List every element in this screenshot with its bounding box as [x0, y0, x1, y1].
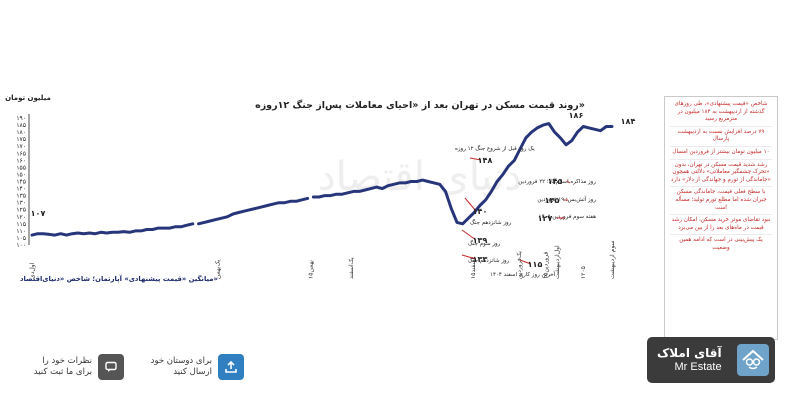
note-item: ۷۹ درصد افزایش نسبت به اردیبهشت پارسال [670, 129, 772, 147]
callout-arrow [461, 229, 477, 241]
callout-value: ۱۴۰ [473, 207, 488, 216]
comment-label-1: نظرات خود را [42, 356, 92, 366]
y-tick-label: ۱۳۵ [16, 193, 26, 200]
callout-arrow [566, 180, 571, 184]
y-tick-label: ۱۶۵ [16, 150, 26, 157]
callout-arrow [461, 254, 477, 260]
comment-icon [98, 354, 124, 380]
note-item: یک پیش‌بینی در است که ادامه همین وضعیت [679, 237, 763, 251]
note-item: شاخص «قیمت پیشنهادی»، طی روزهای گذشته از… [670, 101, 772, 127]
callout-label: هفته سوم فروردین ۱۴۰۵ [539, 214, 596, 220]
y-tick-label: ۱۴۰ [16, 186, 26, 193]
callout-value: ۱۳۹ [473, 236, 488, 245]
comment-button[interactable]: نظرات خود را برای ما ثبت کنید [30, 354, 124, 380]
x-tick-label: ۱۵فروردین [542, 252, 549, 279]
callout-value: ۱۲۷ [538, 214, 553, 223]
series-line [30, 122, 614, 237]
y-axis-label: میلیون تومان [5, 94, 51, 102]
brand-name-fa: آقای املاک [657, 346, 722, 360]
x-tick-label: اول‌دی [29, 262, 36, 279]
x-tick-label: اول‌اردیبهشت [554, 245, 561, 279]
comment-label-2: برای ما ثبت کنید [33, 367, 92, 377]
x-tick-label: یک‌فروردین [516, 251, 523, 279]
y-tick-label: ۱۰۵ [16, 235, 26, 242]
callout-arrow [469, 157, 482, 161]
chart-source: میانگین «قیمت پیشنهادی» آپارتمان؛ شاخص «… [20, 274, 218, 283]
callout-arrow [464, 197, 477, 212]
callout-label: آخرین روز کاری اسفند ۱۴۰۴ [490, 271, 556, 278]
y-tick-label: ۱۹۰ [16, 115, 26, 122]
x-tick-label: ۱۵اسفند [470, 258, 477, 279]
notes-panel: شاخص «قیمت پیشنهادی»، طی روزهای گذشته از… [664, 96, 778, 340]
callout-label: یک روز قبل از شروع جنگ ۱۲ روزه [455, 145, 535, 152]
y-tick-label: ۱۸۵ [16, 122, 26, 129]
y-tick-label: ۱۵۵ [16, 164, 26, 171]
callout-value: ۱۰۷ [31, 209, 46, 218]
callout-value: ۱۳۵ [545, 196, 560, 205]
y-tick-label: ۱۴۵ [16, 179, 26, 186]
price-trend-chart: دنیای اقتصاد روند قیمت مسکن در تهران بعد… [5, 94, 636, 283]
y-tick-label: ۱۱۵ [16, 221, 26, 228]
x-tick-label: یک‌بهمن [215, 259, 222, 279]
x-tick-label: یک‌اسفند [348, 257, 355, 279]
share-icon [218, 354, 244, 380]
note-item: نبود تقاضای موثر خرید مسکن، امکان رشد قی… [670, 217, 772, 236]
callout-value: ۱۴۸ [478, 156, 493, 165]
callout-value: ۱۸۴ [621, 117, 636, 126]
callout-label: روز شانزدهم جنگ [470, 219, 512, 226]
y-tick-label: ۱۰۰ [16, 242, 26, 249]
y-tick-label: ۱۳۰ [16, 200, 26, 207]
y-tick-label: ۱۲۰ [16, 214, 26, 221]
y-tick-label: ۱۲۵ [16, 207, 26, 214]
y-tick-label: ۱۷۵ [16, 136, 26, 143]
callout-value: ۱۱۵ [528, 260, 543, 269]
y-tick-label: ۱۶۰ [16, 157, 26, 164]
x-tick-label: ۱۵بهمن [307, 260, 314, 279]
y-tick-label: ۱۷۰ [16, 143, 26, 150]
brand-name-en: Mr Estate [674, 361, 722, 373]
share-label-1: برای دوستان خود [150, 356, 212, 366]
x-tick-label: ۱۲۰۵ [580, 266, 587, 279]
callout-arrow [519, 259, 532, 265]
note-item: رشد شدید قیمت مسکن در تهران، بدون «تحرک … [670, 162, 772, 188]
callout-value: ۱۸۶ [569, 111, 584, 120]
note-item: با سطح فعلی قیمت، جاماندگی مسکن جبران شد… [670, 189, 772, 216]
share-label-2: ارسال کنید [173, 367, 212, 377]
share-button[interactable]: برای دوستان خود ارسال کنید [150, 354, 244, 380]
x-tick-label: سوم اردیبهشت [609, 241, 616, 279]
brand-logo-box[interactable]: آقای املاک Mr Estate [647, 337, 775, 383]
callout-value: ۱۳۳ [473, 255, 488, 264]
chart-title: روند قیمت مسکن در تهران بعد از «احیای مع… [255, 99, 585, 111]
callout-value: ۱۴۵ [548, 177, 563, 186]
callout-label: روز سوم جنگ [468, 240, 501, 247]
callout-label: روز شانزدهم جنگ [468, 257, 510, 264]
note-item: ۱۰ میلیون تومان بیشتر از فروردین امسال [670, 149, 772, 160]
house-icon [737, 344, 769, 376]
callout-label: روز مذاکره اسلام‌آباد؛ ۲۲ فروردین [518, 178, 596, 185]
y-tick-label: ۱۵۰ [16, 171, 26, 178]
y-tick-label: ۱۱۰ [16, 228, 26, 235]
y-tick-label: ۱۸۰ [16, 129, 26, 136]
